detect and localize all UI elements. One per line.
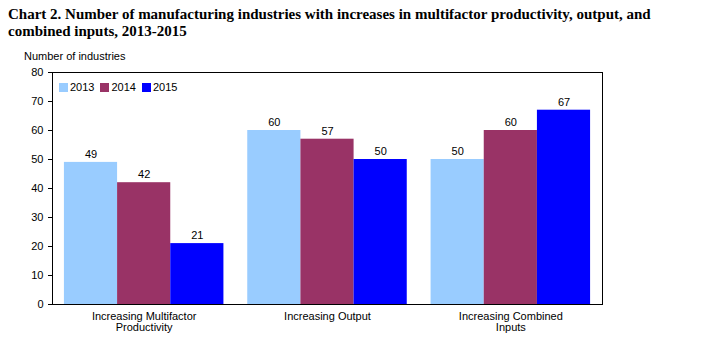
svg-text:30: 30: [31, 211, 43, 223]
html-text:2013: 2013: [70, 81, 95, 93]
svg-text:40: 40: [31, 182, 43, 194]
html-text:2014: 2014: [111, 81, 136, 93]
svg-text:60: 60: [268, 116, 280, 128]
svg-text:10: 10: [31, 269, 43, 281]
html-text:Number of industries: Number of industries: [24, 50, 126, 62]
svg-text:50: 50: [375, 145, 387, 157]
svg-text:80: 80: [31, 66, 43, 78]
svg-text:67: 67: [558, 96, 570, 108]
svg-text:70: 70: [31, 95, 43, 107]
svg-text:50: 50: [31, 153, 43, 165]
svg-text:50: 50: [452, 145, 464, 157]
html-text:Chart 2. Number of manufacturi: Chart 2. Number of manufacturing industr…: [8, 6, 651, 39]
svg-text:Increasing MultifactorProducti: Increasing MultifactorProductivity: [92, 310, 197, 333]
svg-text:Increasing Output: Increasing Output: [284, 310, 371, 322]
svg-text:57: 57: [321, 125, 333, 137]
svg-text:60: 60: [505, 116, 517, 128]
svg-text:0: 0: [37, 298, 43, 310]
svg-text:49: 49: [85, 148, 97, 160]
svg-text:42: 42: [138, 168, 150, 180]
svg-text:Increasing CombinedInputs: Increasing CombinedInputs: [459, 310, 563, 333]
svg-text:60: 60: [31, 124, 43, 136]
svg-text:20: 20: [31, 240, 43, 252]
html-text:2015: 2015: [153, 81, 178, 93]
svg-text:21: 21: [191, 229, 203, 241]
